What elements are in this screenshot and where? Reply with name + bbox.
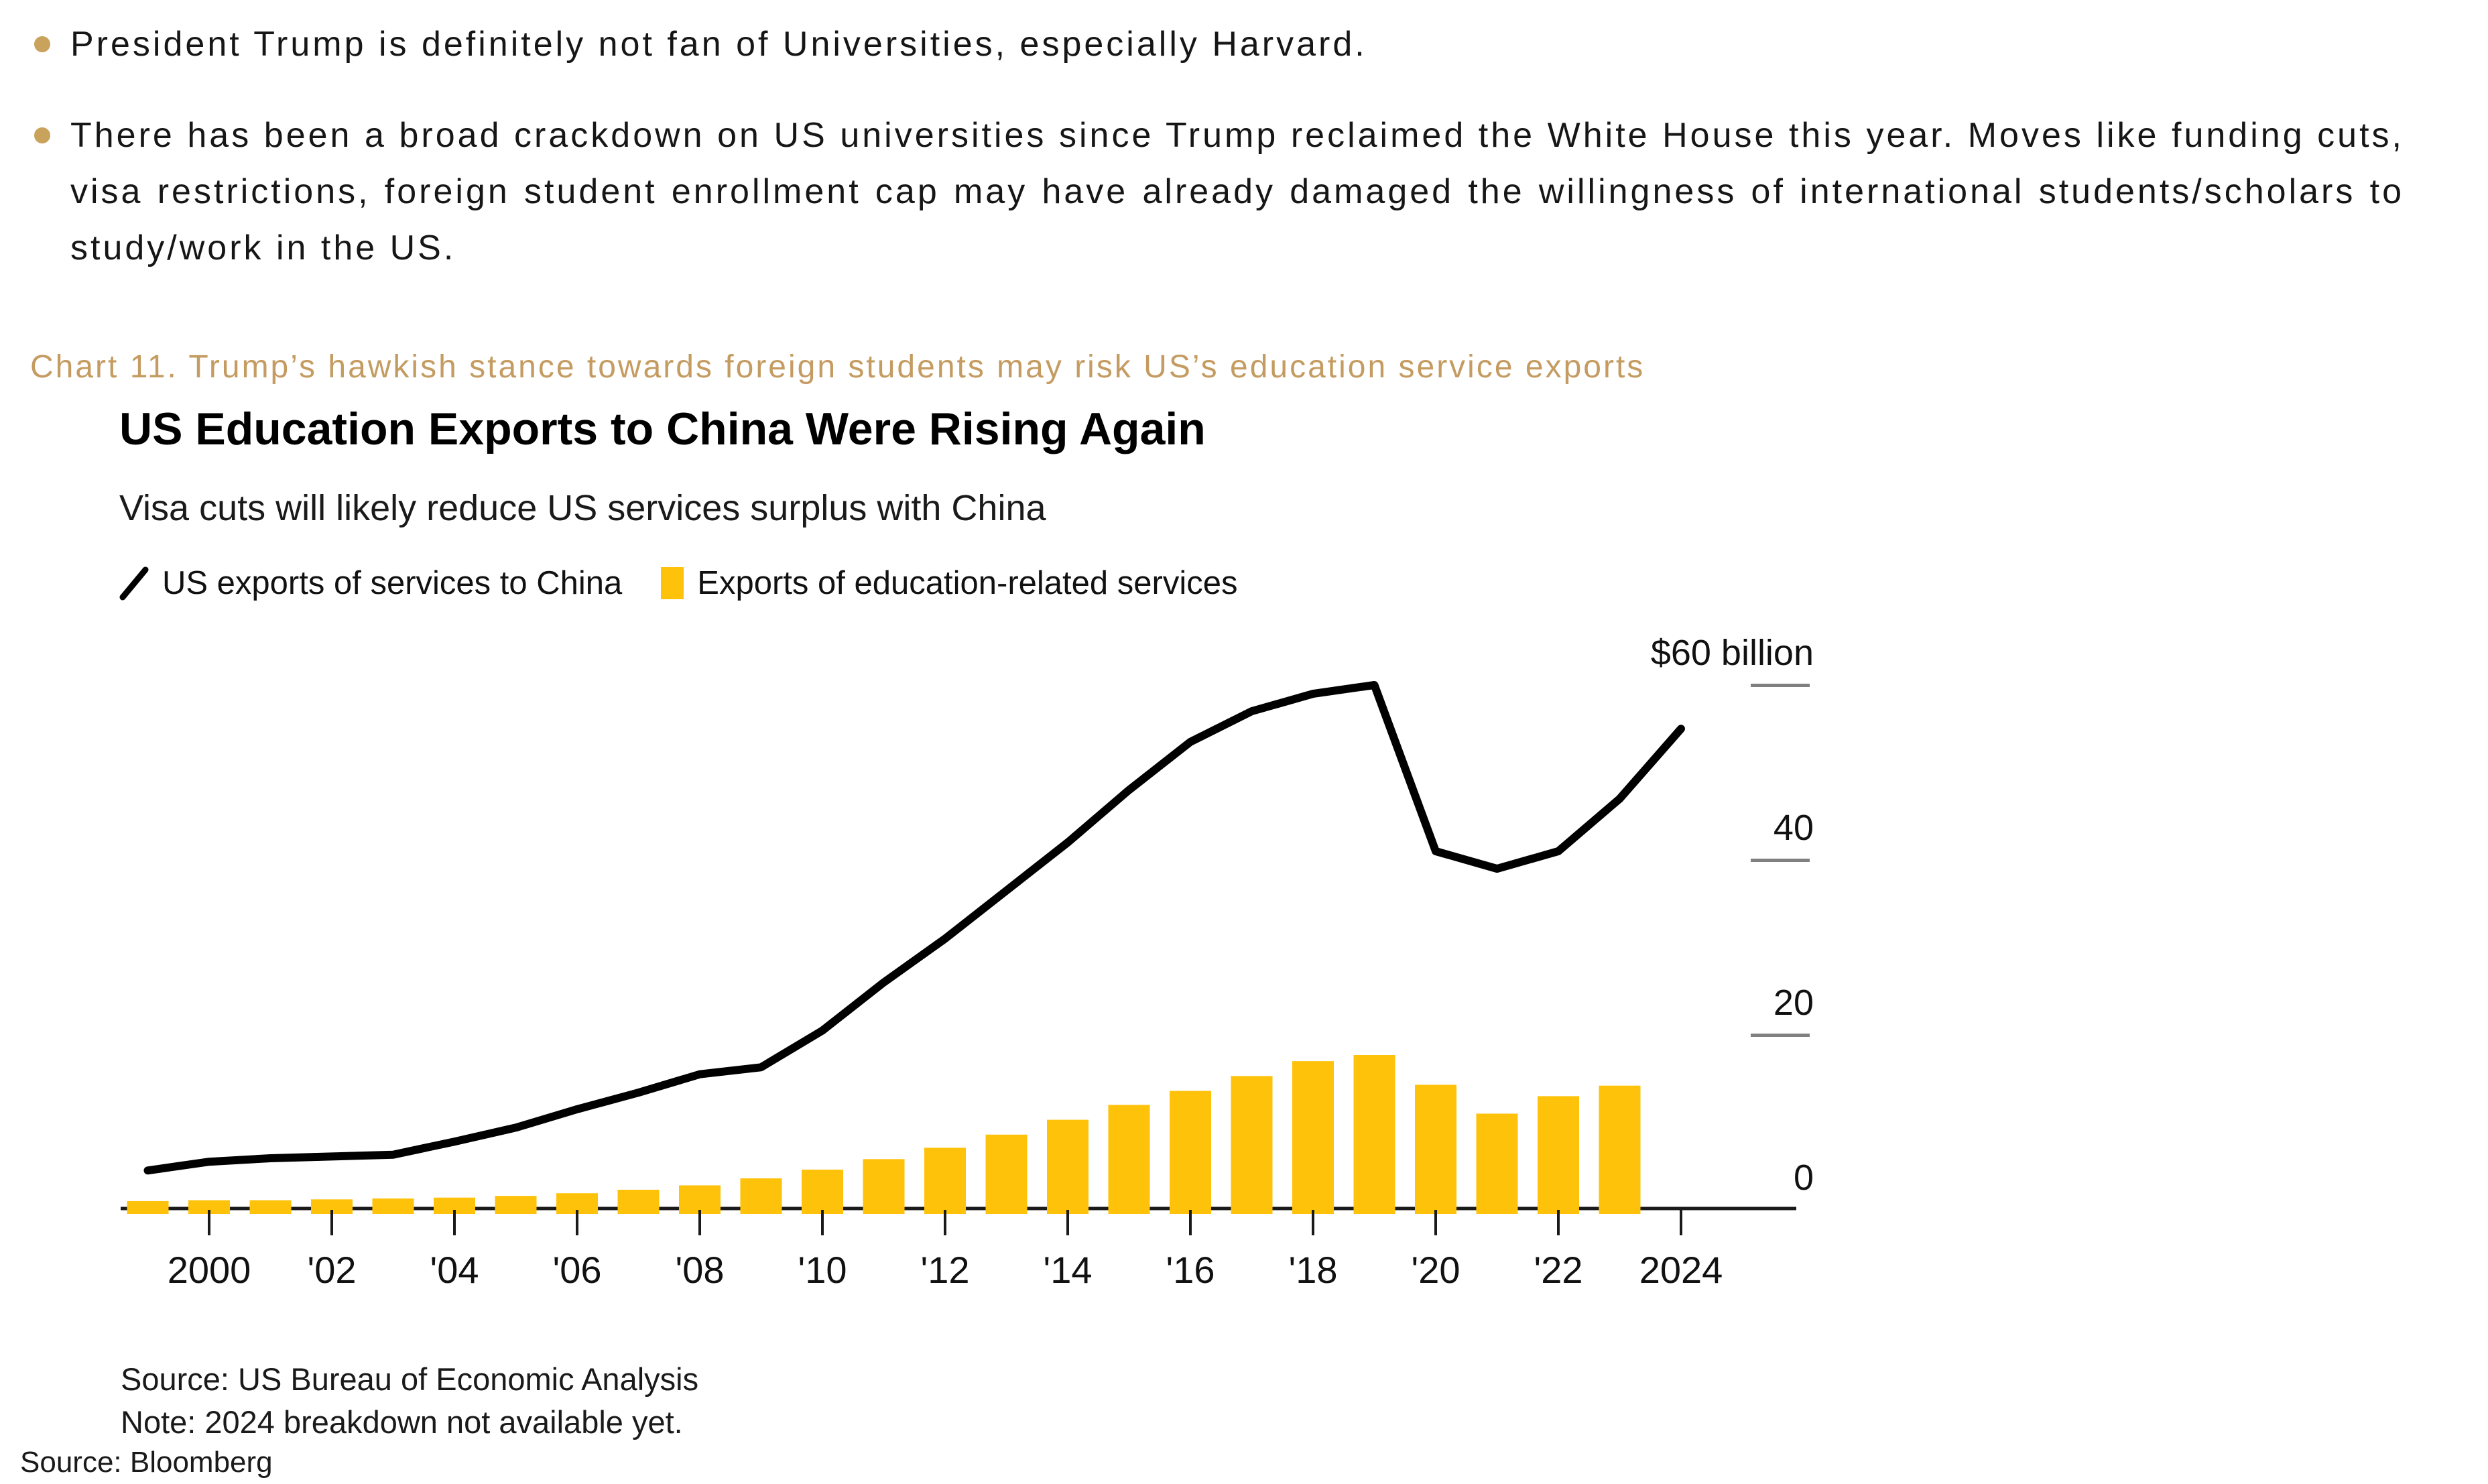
bar-series-icon [661, 567, 684, 599]
x-tick-label-2004: '04 [430, 1249, 479, 1291]
bar-2010 [802, 1169, 843, 1214]
bar-2000 [188, 1200, 230, 1214]
x-tick-label-2024: 2024 [1639, 1249, 1723, 1291]
y-tick-label-40: 40 [1774, 808, 1814, 848]
bar-2020 [1415, 1085, 1456, 1214]
bar-2023 [1599, 1085, 1641, 1214]
chart-note: Note: 2024 breakdown not available yet. [121, 1404, 683, 1440]
y-tick-label-60: $60 billion [1651, 633, 1814, 673]
bar-2021 [1476, 1113, 1518, 1214]
bar-2014 [1047, 1119, 1088, 1214]
x-tick-label-2002: '02 [308, 1249, 357, 1291]
bar-2007 [617, 1189, 660, 1214]
bullet-dot-icon [34, 127, 50, 143]
bullet-text: There has been a broad crackdown on US u… [70, 116, 2404, 267]
x-tick-label-2014: '14 [1044, 1249, 1093, 1291]
chart-caption: Chart 11. Trump’s hawkish stance towards… [30, 349, 1645, 385]
page-source: Source: Bloomberg [20, 1446, 273, 1479]
bullet-text: President Trump is definitely not fan of… [70, 25, 1367, 64]
x-tick-label-2022: '22 [1534, 1249, 1583, 1291]
chart-source-block: Source: US Bureau of Economic Analysis N… [121, 1358, 698, 1444]
bullet-item: There has been a broad crackdown on US u… [26, 107, 2404, 276]
chart-source: Source: US Bureau of Economic Analysis [121, 1361, 699, 1397]
x-tick-label-2012: '12 [921, 1249, 970, 1291]
x-tick-label-2016: '16 [1166, 1249, 1215, 1291]
x-tick-label-2020: '20 [1412, 1249, 1460, 1291]
bar-1999 [127, 1200, 169, 1214]
series-line [143, 681, 1685, 1175]
bar-2017 [1231, 1076, 1273, 1214]
bar-2015 [1108, 1105, 1150, 1214]
bar-2016 [1170, 1091, 1211, 1214]
legend-item-bar: Exports of education-related services [661, 564, 1237, 602]
bullet-list: President Trump is definitely not fan of… [26, 16, 2404, 311]
bar-2013 [985, 1134, 1028, 1214]
bullet-item: President Trump is definitely not fan of… [26, 16, 2404, 72]
bar-2011 [863, 1159, 905, 1214]
x-tick-label-2010: '10 [798, 1249, 847, 1291]
legend-label: Exports of education-related services [697, 565, 1238, 601]
bar-2018 [1292, 1061, 1334, 1214]
x-tick-label-2008: '08 [676, 1249, 725, 1291]
bar-2019 [1353, 1055, 1395, 1214]
chart-title: US Education Exports to China Were Risin… [119, 404, 1206, 454]
bullet-dot-icon [34, 36, 50, 52]
line-series-icon [119, 566, 149, 601]
chart-subtitle: Visa cuts will likely reduce US services… [119, 488, 1046, 528]
bar-2003 [372, 1198, 414, 1214]
y-tick-label-20: 20 [1774, 983, 1814, 1023]
bar-2012 [924, 1148, 966, 1214]
bar-2002 [311, 1199, 353, 1214]
y-tick-40 [1751, 859, 1810, 862]
bar-2022 [1538, 1096, 1579, 1214]
bar-2001 [249, 1200, 292, 1214]
legend-label: US exports of services to China [162, 565, 623, 601]
x-tick-label-2000: 2000 [168, 1249, 251, 1291]
bar-2008 [679, 1185, 721, 1214]
y-tick-label-0: 0 [1794, 1158, 1814, 1198]
bar-2009 [740, 1178, 782, 1214]
x-tick-label-2006: '06 [553, 1249, 602, 1291]
chart-legend: US exports of services to China Exports … [119, 564, 1237, 602]
y-tick-60 [1751, 684, 1810, 687]
y-tick-20 [1751, 1034, 1810, 1037]
x-tick-label-2018: '18 [1289, 1249, 1338, 1291]
bar-2005 [495, 1196, 537, 1214]
legend-item-line: US exports of services to China [119, 564, 622, 602]
